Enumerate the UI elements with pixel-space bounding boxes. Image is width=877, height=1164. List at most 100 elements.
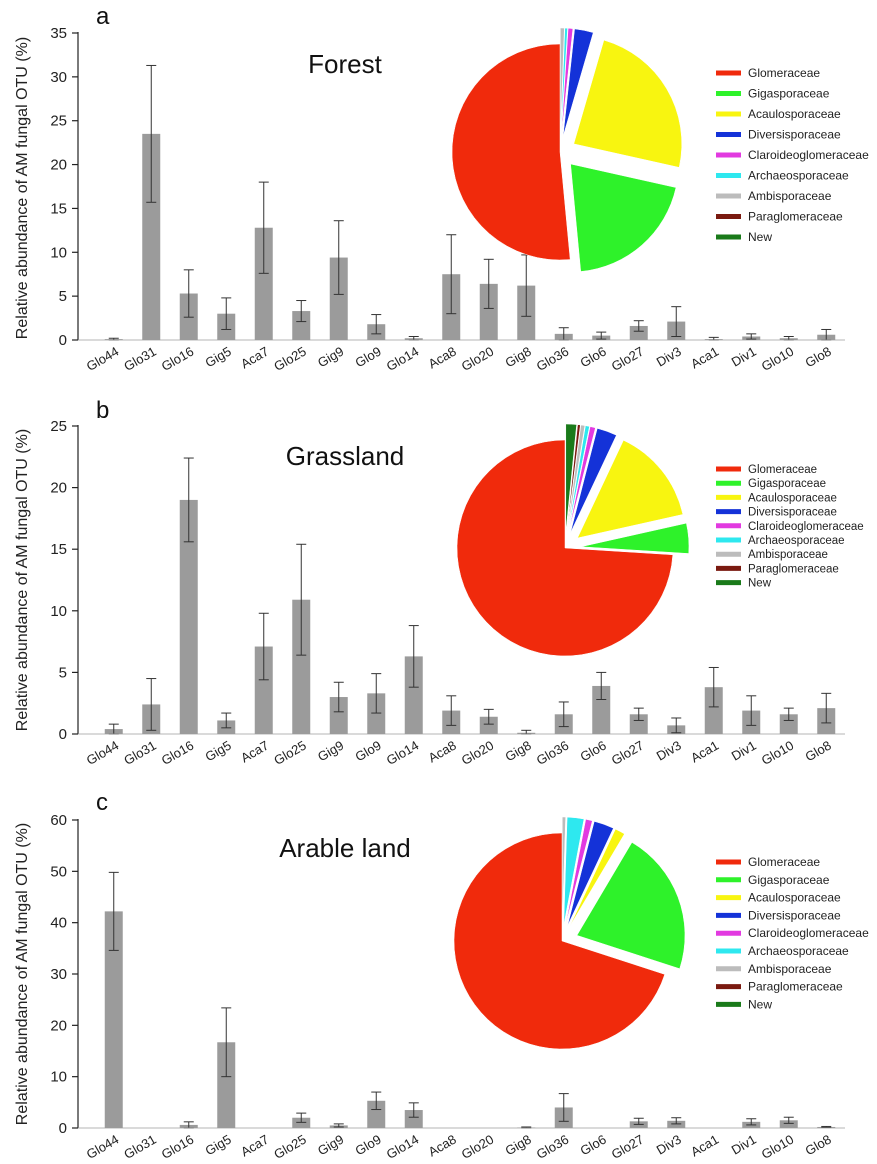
panel-title: Arable land (279, 833, 411, 863)
pie-slice-archaeosporaceae (563, 816, 585, 926)
y-tick-label: 35 (50, 25, 67, 42)
legend-label-acaulosporaceae: Acaulosporaceae (748, 891, 841, 905)
pie-slice-claroideoglomeraceae (565, 819, 593, 926)
bar-glo27 (629, 325, 648, 340)
pie-slice-archaeosporaceae (560, 27, 568, 137)
pie-slice-diversisporaceae (567, 821, 614, 927)
x-tick-label: Glo36 (534, 344, 572, 374)
x-tick-label: Aca8 (426, 344, 459, 372)
x-tick-label: Glo44 (84, 1132, 122, 1162)
pie-slice-acaulosporaceae (569, 828, 625, 927)
legend-label-new: New (748, 578, 772, 590)
legend-label-paraglomeraceae: Paraglomeraceae (748, 210, 843, 224)
x-tick-label: Glo10 (759, 1132, 797, 1162)
x-tick-label: Div3 (654, 1132, 684, 1158)
y-tick-label: 20 (50, 480, 67, 497)
y-tick-label: 0 (59, 726, 67, 743)
y-axis-label: Relative abundance of AM fungal OTU (%) (14, 429, 31, 731)
x-tick-label: Glo16 (159, 738, 197, 768)
legend-label-claroideoglomeraceae: Claroideoglomeraceae (748, 926, 869, 940)
y-axis-label: Relative abundance of AM fungal OTU (%) (14, 823, 31, 1125)
pie-slice-diversisporaceae (570, 428, 617, 534)
x-tick-label: Glo14 (384, 1132, 422, 1162)
y-tick-label: 20 (50, 157, 67, 174)
x-tick-label: Gig9 (315, 1132, 346, 1159)
pie-slice-acaulosporaceae (577, 439, 684, 539)
bar-glo10 (779, 1120, 798, 1128)
x-tick-label: Glo36 (534, 738, 572, 768)
y-tick-label: 30 (50, 966, 67, 983)
pie-slice-new (565, 423, 577, 533)
x-tick-label: Glo20 (459, 344, 497, 374)
x-tick-label: Aca1 (688, 344, 721, 372)
x-tick-label: Glo25 (271, 738, 309, 768)
x-tick-label: Glo27 (609, 1132, 647, 1162)
x-tick-label: Gig8 (502, 1132, 533, 1159)
pie-slice-ambisporaceae (562, 816, 566, 926)
pie-slice-diversisporaceae (562, 28, 594, 137)
bar-gig9 (329, 697, 348, 734)
legend-label-archaeosporaceae: Archaeosporaceae (748, 169, 849, 183)
bar-glo20 (479, 283, 498, 340)
x-tick-label: Aca7 (238, 344, 271, 372)
panel-letter: b (96, 397, 109, 424)
x-tick-label: Glo10 (759, 344, 797, 374)
legend-label-acaulosporaceae: Acaulosporaceae (748, 107, 841, 121)
x-tick-label: Glo36 (534, 1132, 572, 1162)
x-tick-label: Glo27 (609, 344, 647, 374)
pie-slice-glomeraceae (451, 43, 571, 261)
x-tick-label: Glo31 (121, 738, 159, 768)
panel-letter: c (96, 789, 108, 816)
x-tick-label: Glo44 (84, 738, 122, 768)
bar-glo20 (479, 716, 498, 734)
legend-label-glomeraceae: Glomeraceae (748, 855, 820, 869)
bar-aca7 (254, 646, 273, 734)
legend-label-archaeosporaceae: Archaeosporaceae (748, 535, 845, 547)
bar-glo25 (292, 311, 311, 340)
x-tick-label: Gig5 (202, 1132, 233, 1159)
x-tick-label: Gig8 (502, 344, 533, 371)
panel-arable-land: 0 10 20 30 40 50 60 Relative abundance of AM fu… (14, 789, 869, 1162)
x-tick-label: Glo9 (352, 1132, 383, 1159)
x-tick-label: Glo6 (577, 1132, 608, 1159)
y-tick-label: 0 (59, 332, 67, 349)
legend-label-paraglomeraceae: Paraglomeraceae (748, 563, 839, 575)
x-tick-label: Glo25 (271, 1132, 309, 1162)
legend-label-ambisporaceae: Ambisporaceae (748, 549, 828, 561)
pie-slice-acaulosporaceae (573, 39, 683, 168)
x-tick-label: Aca7 (238, 738, 271, 766)
legend-label-diversisporaceae: Diversisporaceae (748, 128, 841, 142)
x-tick-label: Glo16 (159, 1132, 197, 1162)
x-tick-label: Glo10 (759, 738, 797, 768)
bar-glo25 (292, 599, 311, 734)
x-tick-label: Div1 (729, 1132, 759, 1158)
panel-grassland: 0 5 10 15 20 25 Relative abundance of AM funga… (14, 397, 864, 768)
legend-label-gigasporaceae: Gigasporaceae (748, 87, 830, 101)
x-tick-label: Glo20 (459, 738, 497, 768)
y-tick-label: 10 (50, 1069, 67, 1086)
x-tick-label: Div1 (729, 344, 759, 370)
x-tick-label: Glo6 (577, 738, 608, 765)
x-tick-label: Glo44 (84, 344, 122, 374)
x-tick-label: Glo14 (384, 738, 422, 768)
y-tick-label: 0 (59, 1120, 67, 1137)
x-tick-label: Div3 (654, 344, 684, 370)
bar-glo9 (367, 1100, 386, 1128)
x-tick-label: Div1 (729, 738, 759, 764)
bar-glo27 (629, 714, 648, 734)
y-tick-label: 40 (50, 915, 67, 932)
legend-label-diversisporaceae: Diversisporaceae (748, 507, 837, 519)
legend-label-acaulosporaceae: Acaulosporaceae (748, 492, 837, 504)
x-tick-label: Gig9 (315, 738, 346, 765)
legend-label-diversisporaceae: Diversisporaceae (748, 908, 841, 922)
x-tick-label: Gig9 (315, 344, 346, 371)
bar-glo25 (292, 1117, 311, 1128)
bar-glo14 (404, 1110, 423, 1128)
bar-div3 (667, 1120, 686, 1128)
x-tick-label: Glo31 (121, 1132, 159, 1162)
pie-slice-claroideoglomeraceae (561, 28, 574, 137)
y-tick-label: 20 (50, 1017, 67, 1034)
y-tick-label: 60 (50, 812, 67, 829)
legend-label-archaeosporaceae: Archaeosporaceae (748, 944, 849, 958)
legend-label-ambisporaceae: Ambisporaceae (748, 962, 832, 976)
